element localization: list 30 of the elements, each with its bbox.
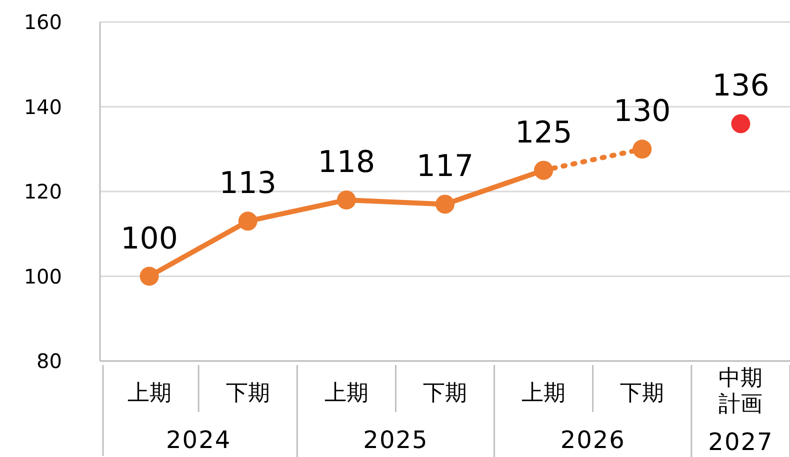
text: 2027	[708, 428, 774, 456]
x-tick-label: 上期	[522, 381, 566, 406]
data-label: 118	[318, 144, 376, 180]
y-tick-label: 120	[24, 180, 62, 204]
text: 2026	[560, 426, 626, 454]
y-tick-label: 140	[24, 94, 62, 119]
point	[731, 114, 750, 134]
point	[632, 140, 652, 159]
x-tick-label: 上期	[127, 381, 172, 406]
data-label: 117	[416, 149, 474, 184]
y-tick-label: 160	[24, 10, 62, 34]
y-tick-label: 100	[24, 264, 62, 288]
point	[140, 266, 159, 286]
text: 2024	[166, 426, 232, 454]
data-label: 136	[712, 68, 770, 104]
x-tick-label: 下期	[423, 381, 467, 406]
x-tick-label: 中期計画	[718, 366, 763, 417]
text: 2025	[363, 426, 428, 454]
data-label: 125	[514, 115, 572, 150]
x-tick-label: 下期	[226, 381, 270, 406]
x-tick-label: 下期	[620, 381, 664, 406]
point	[436, 194, 454, 214]
point	[238, 212, 258, 231]
data-label: 130	[614, 94, 671, 130]
x-tick-label: 上期	[324, 381, 368, 406]
data-label: 100	[120, 221, 178, 256]
point	[534, 160, 554, 180]
data-label: 113	[219, 166, 276, 202]
y-tick-label: 80	[36, 349, 62, 373]
point	[336, 190, 356, 210]
